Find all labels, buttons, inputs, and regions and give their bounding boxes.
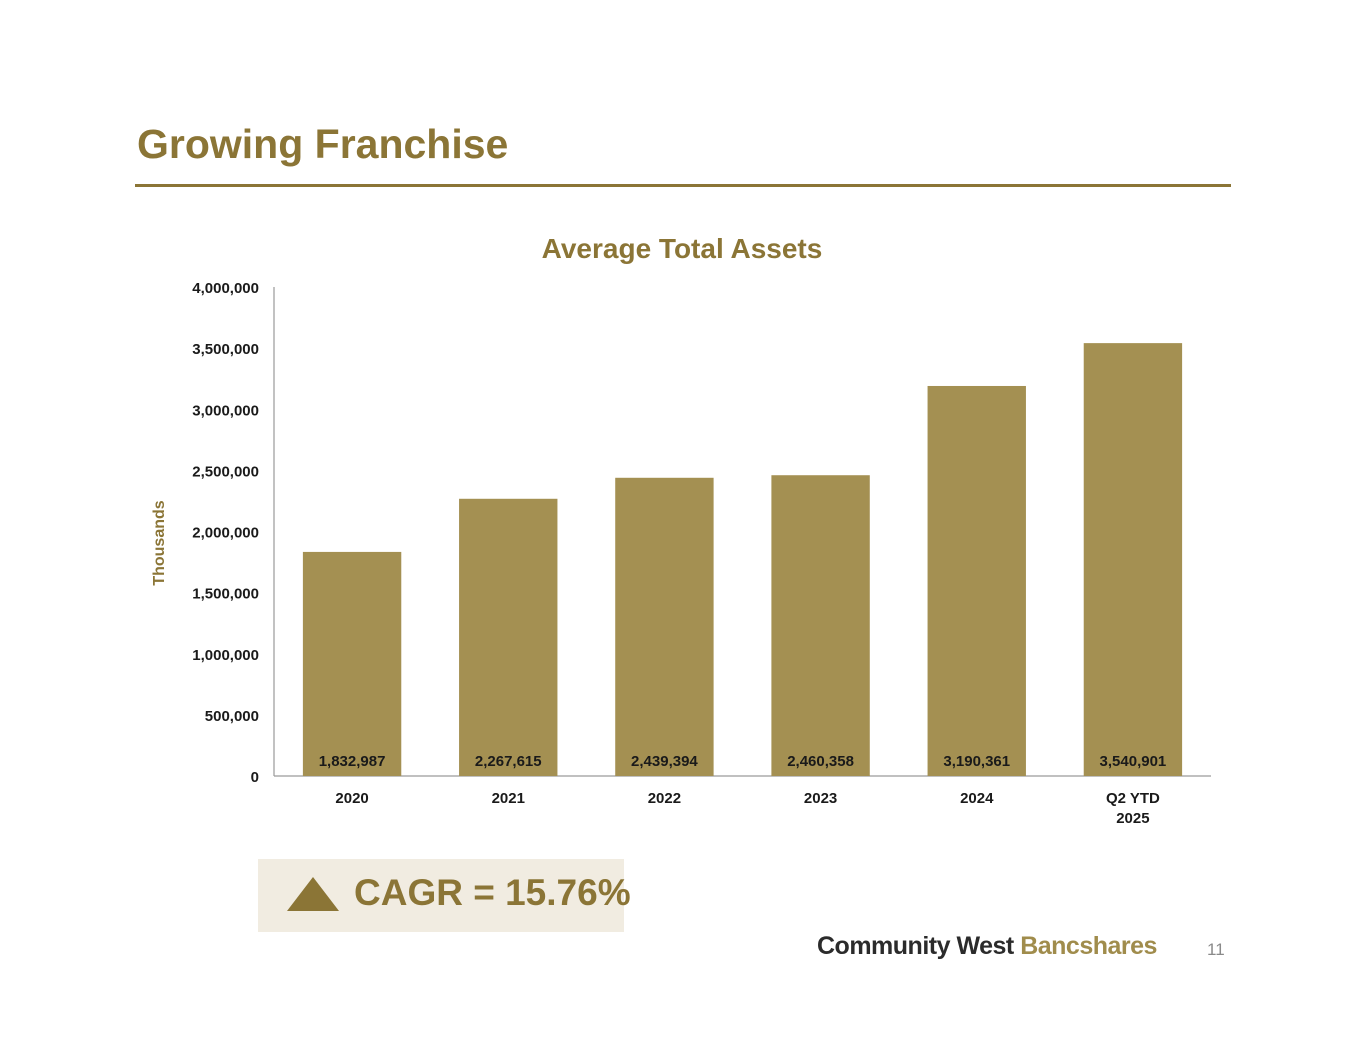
- x-tick-label: 2025: [1116, 810, 1149, 827]
- x-tick-label: 2023: [804, 790, 837, 807]
- brand-name-part1: Community West: [817, 932, 1014, 960]
- y-tick-label: 0: [251, 769, 259, 786]
- bar-2022: [615, 477, 714, 776]
- bar-2021: [459, 498, 558, 776]
- chart-title: Average Total Assets: [542, 233, 823, 264]
- cagr-callout: CAGR = 15.76%: [258, 859, 631, 932]
- y-axis-label: Thousands: [151, 500, 168, 585]
- up-triangle-icon: [287, 877, 339, 911]
- data-label: 3,190,361: [943, 753, 1010, 770]
- title-divider: [135, 184, 1231, 187]
- bar-2023: [771, 475, 870, 776]
- x-tick-label: 2024: [960, 790, 994, 807]
- x-tick-label: 2021: [492, 790, 525, 807]
- y-tick-label: 1,000,000: [192, 647, 259, 664]
- brand-logo: Community West Bancshares: [817, 932, 1157, 961]
- bar-2020: [302, 551, 402, 776]
- y-tick-label: 2,500,000: [192, 463, 259, 480]
- y-tick-label: 4,000,000: [192, 280, 259, 297]
- y-tick-label: 500,000: [205, 708, 259, 725]
- data-label: 2,439,394: [631, 753, 698, 770]
- bar-2024: [927, 385, 1026, 776]
- data-label: 1,832,987: [319, 753, 386, 770]
- data-label: 2,460,358: [787, 753, 854, 770]
- brand-name-part2: Bancshares: [1020, 932, 1157, 960]
- data-label: 3,540,901: [1100, 753, 1167, 770]
- slide-title: Growing Franchise: [137, 121, 509, 167]
- cagr-text: CAGR = 15.76%: [354, 872, 631, 913]
- y-tick-label: 2,000,000: [192, 525, 259, 542]
- x-tick-label: 2022: [648, 790, 681, 807]
- y-tick-label: 3,500,000: [192, 341, 259, 358]
- y-tick-label: 1,500,000: [192, 586, 259, 603]
- x-tick-label: 2020: [335, 790, 368, 807]
- data-label: 2,267,615: [475, 753, 542, 770]
- x-tick-label: Q2 YTD: [1106, 790, 1160, 807]
- page-number: 11: [1207, 940, 1225, 959]
- bar-q2-ytd-2025: [1083, 343, 1183, 776]
- y-tick-label: 3,000,000: [192, 402, 259, 419]
